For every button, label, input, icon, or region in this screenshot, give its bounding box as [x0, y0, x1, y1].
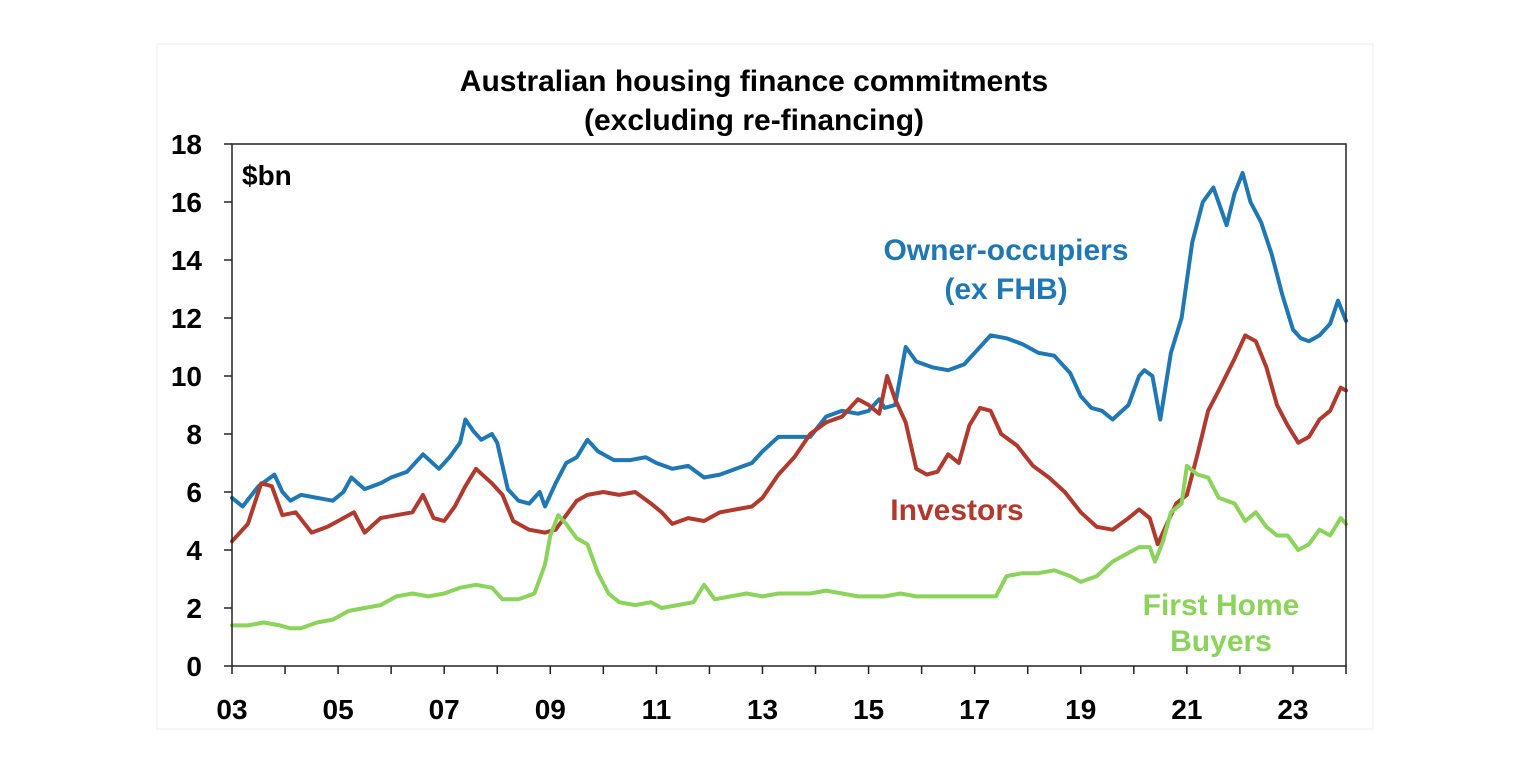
y-tick-label: 12 — [171, 303, 202, 334]
unit-label: $bn — [242, 160, 292, 191]
x-tick-label: 03 — [216, 694, 247, 725]
x-tick-label: 13 — [747, 694, 778, 725]
first-home-buyers-label: Buyers — [1170, 625, 1272, 658]
chart-title: Australian housing finance commitments — [460, 65, 1048, 98]
plot-area-frame — [231, 143, 1347, 667]
y-tick-label: 18 — [171, 129, 202, 160]
series-lines — [230, 171, 1348, 631]
x-tick-label: 11 — [642, 694, 672, 725]
chart-subtitle: (excluding re-financing) — [584, 104, 924, 137]
investors-line — [230, 333, 1348, 547]
x-tick-label: 09 — [535, 694, 566, 725]
x-tick-label: 23 — [1277, 694, 1308, 725]
x-tick-label: 15 — [853, 694, 884, 725]
x-tick-label: 05 — [323, 694, 354, 725]
chart-background — [156, 43, 1374, 730]
y-tick-label: 2 — [186, 593, 202, 624]
x-tick-label: 17 — [959, 694, 990, 725]
first-home-buyers-label: First Home — [1143, 589, 1300, 622]
x-tick-label: 07 — [429, 694, 460, 725]
y-tick-label: 8 — [186, 419, 202, 450]
x-tick-label: 21 — [1171, 694, 1202, 725]
series-labels: Owner-occupiers (ex FHB) Investors First Ho… — [883, 234, 1299, 658]
y-axis-ticks: 0 2 4 6 8 10 12 14 16 18 — [171, 129, 232, 682]
first-home-buyers-line — [230, 463, 1348, 631]
y-tick-label: 16 — [171, 187, 202, 218]
y-tick-label: 4 — [186, 535, 202, 566]
y-tick-label: 14 — [171, 245, 203, 276]
investors-label: Investors — [890, 494, 1023, 527]
x-axis-ticks: 03 05 07 09 11 13 15 17 19 21 23 — [216, 666, 1347, 725]
y-tick-label: 10 — [171, 361, 202, 392]
y-tick-label: 0 — [186, 651, 202, 682]
owner-occupiers-label: Owner-occupiers — [883, 234, 1128, 267]
y-tick-label: 6 — [186, 477, 202, 508]
owner-occupiers-label: (ex FHB) — [944, 273, 1067, 306]
x-tick-label: 19 — [1065, 694, 1096, 725]
